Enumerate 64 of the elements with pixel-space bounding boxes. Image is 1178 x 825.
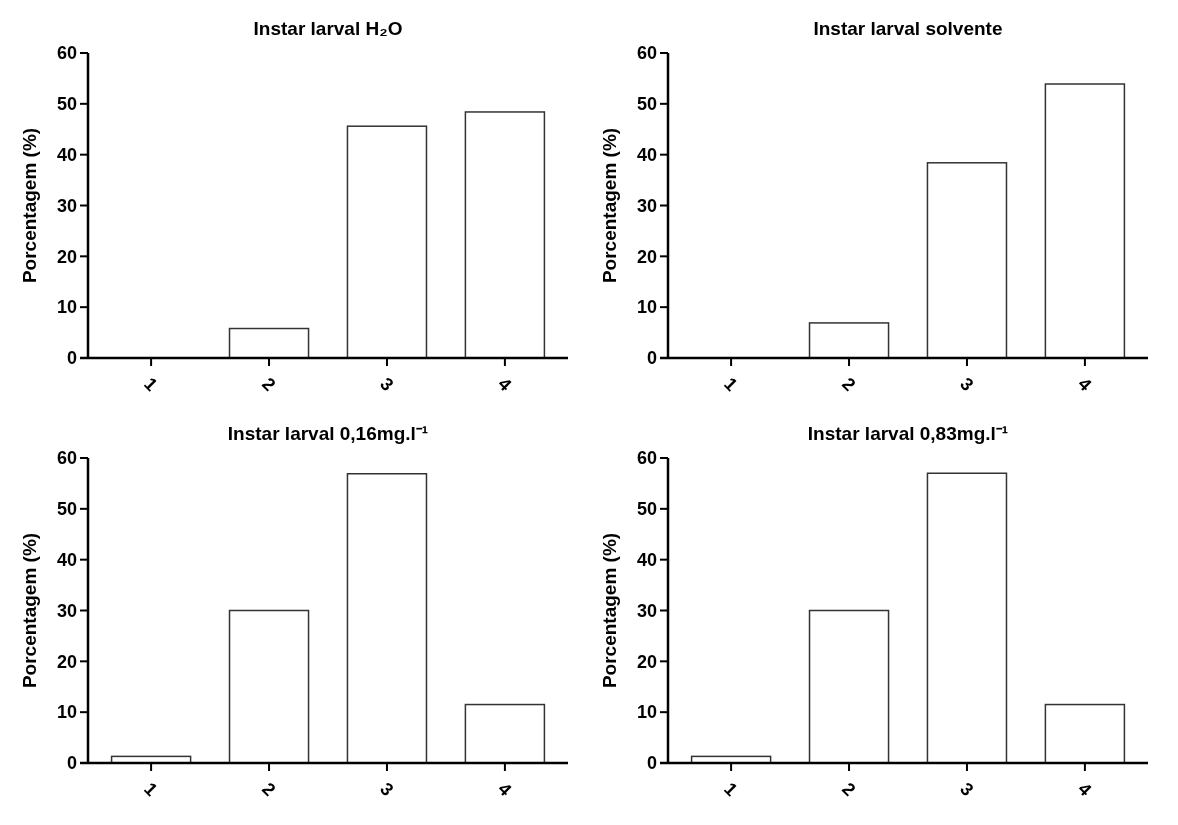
y-tick-label: 10 [636, 702, 657, 723]
chart-title: Instar larval 0,83mg.l⁻¹ [807, 423, 1009, 444]
x-tick-label: 2 [258, 778, 280, 800]
bar [228, 327, 310, 359]
y-axis-title: Porcentagem (%) [599, 127, 620, 284]
y-tick-label: 20 [636, 651, 657, 672]
x-tick-label: 4 [1074, 778, 1096, 800]
y-tick-label: 20 [636, 246, 657, 267]
bar [464, 111, 546, 359]
x-tick-label: 4 [494, 778, 516, 800]
x-tick-label: 1 [140, 373, 162, 395]
y-tick-label: 40 [636, 144, 657, 165]
y-tick-label: 60 [56, 43, 77, 64]
x-tick-label: 3 [376, 373, 398, 395]
y-tick-label: 40 [56, 144, 77, 165]
bar [464, 703, 546, 764]
bar [346, 473, 428, 764]
y-axis-title: Porcentagem (%) [19, 127, 40, 284]
y-tick-label: 40 [636, 549, 657, 570]
y-tick-label: 0 [646, 348, 657, 369]
y-axis-title: Porcentagem (%) [19, 532, 40, 689]
y-tick-label: 0 [66, 348, 77, 369]
y-tick-label: 30 [636, 195, 657, 216]
bar [926, 162, 1008, 359]
y-tick-label: 20 [56, 246, 77, 267]
y-tick-label: 50 [56, 499, 77, 520]
x-tick-label: 2 [838, 778, 860, 800]
bar [1044, 703, 1126, 764]
x-tick-label: 3 [956, 373, 978, 395]
bar [1044, 83, 1126, 359]
bar [808, 609, 890, 764]
bar [346, 125, 428, 359]
y-tick-label: 0 [646, 753, 657, 774]
chart-title: Instar larval 0,16mg.l⁻¹ [227, 423, 429, 444]
y-axis-title: Porcentagem (%) [599, 532, 620, 689]
x-tick-label: 2 [258, 373, 280, 395]
y-tick-label: 60 [636, 448, 657, 469]
chart-title: Instar larval solvente [813, 18, 1003, 39]
x-tick-label: 1 [720, 373, 742, 395]
y-tick-label: 60 [56, 448, 77, 469]
bar [808, 322, 890, 359]
y-tick-label: 50 [56, 94, 77, 115]
x-tick-label: 4 [1074, 373, 1096, 395]
y-tick-label: 30 [56, 195, 77, 216]
y-tick-label: 30 [636, 600, 657, 621]
x-tick-label: 1 [720, 778, 742, 800]
y-tick-label: 0 [66, 753, 77, 774]
y-tick-label: 50 [636, 94, 657, 115]
bar [228, 609, 310, 764]
y-tick-label: 10 [56, 297, 77, 318]
bar [926, 472, 1008, 764]
y-tick-label: 10 [56, 702, 77, 723]
x-tick-label: 3 [956, 778, 978, 800]
y-tick-label: 60 [636, 43, 657, 64]
x-tick-label: 3 [376, 778, 398, 800]
y-tick-label: 40 [56, 549, 77, 570]
y-tick-label: 30 [56, 600, 77, 621]
x-tick-label: 4 [494, 373, 516, 395]
y-tick-label: 20 [56, 651, 77, 672]
x-tick-label: 2 [838, 373, 860, 395]
x-tick-label: 1 [140, 778, 162, 800]
y-tick-label: 50 [636, 499, 657, 520]
y-tick-label: 10 [636, 297, 657, 318]
chart-title: Instar larval H₂O [253, 18, 403, 39]
